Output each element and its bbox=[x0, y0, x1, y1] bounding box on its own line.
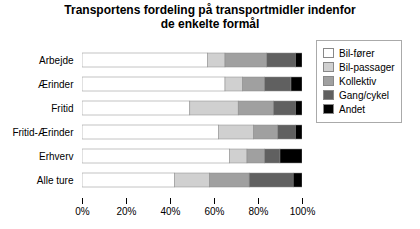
svg-text:Fritid: Fritid bbox=[51, 102, 73, 113]
html-text:Bil-passager: Bil-passager bbox=[339, 61, 395, 73]
svg-text:60%: 60% bbox=[204, 205, 224, 216]
svg-text:40%: 40% bbox=[160, 205, 180, 216]
html-text:Bil-fører: Bil-fører bbox=[339, 47, 375, 59]
svg-text:20%: 20% bbox=[116, 205, 136, 216]
svg-text:Erhverv: Erhverv bbox=[39, 150, 73, 161]
svg-text:Fritid-Ærinder: Fritid-Ærinder bbox=[12, 126, 74, 137]
svg-text:80%: 80% bbox=[248, 205, 268, 216]
html-text:Kollektiv: Kollektiv bbox=[339, 75, 377, 87]
html-text:Andet: Andet bbox=[339, 103, 366, 115]
svg-text:100%: 100% bbox=[290, 205, 316, 216]
html-text:Transportens fordeling på tran: Transportens fordeling på transportmidle… bbox=[64, 3, 356, 32]
svg-text:Arbejde: Arbejde bbox=[39, 54, 74, 65]
html-text:Gang/cykel: Gang/cykel bbox=[339, 89, 389, 101]
svg-text:Alle ture: Alle ture bbox=[37, 174, 74, 185]
svg-text:Ærinder: Ærinder bbox=[38, 78, 74, 89]
svg-text:0%: 0% bbox=[75, 205, 90, 216]
